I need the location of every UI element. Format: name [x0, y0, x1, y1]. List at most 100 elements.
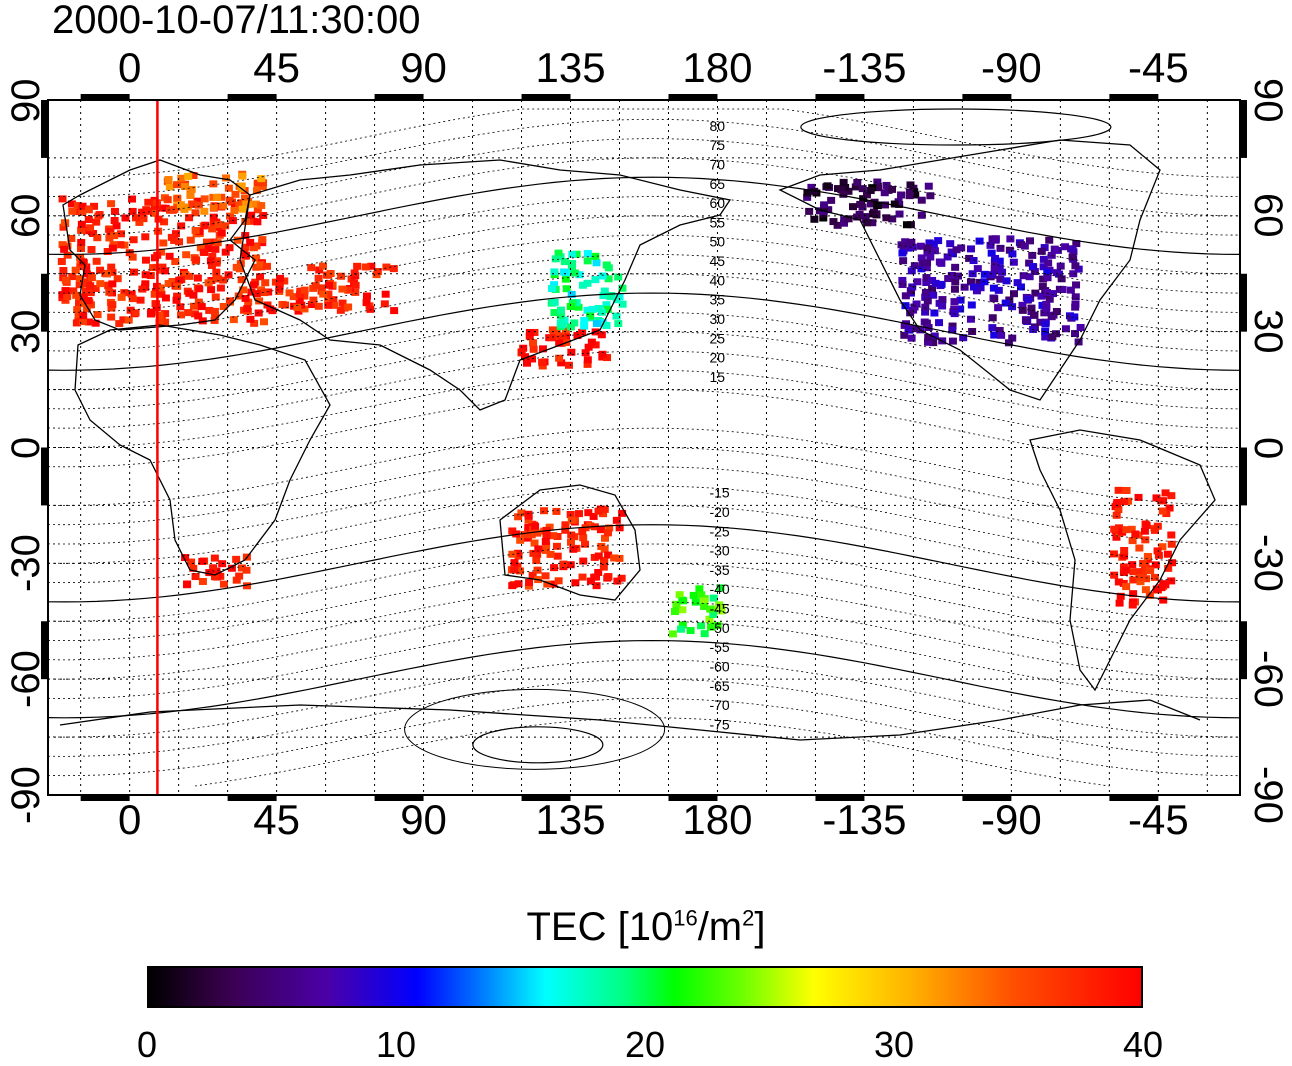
tec-pixel-south-africa [191, 573, 200, 581]
tec-pixel-east-asia-south [581, 349, 590, 357]
tec-pixel-alaska-canada [868, 219, 877, 227]
tec-pixel-south-africa [237, 564, 246, 572]
tec-pixel-north-america [988, 271, 997, 279]
tec-pixel-north-america [904, 326, 913, 334]
tec-pixel-europe [184, 309, 193, 317]
tec-pixel-europe [185, 289, 194, 297]
tec-pixel-north-america [937, 259, 946, 267]
axis-tick-label: -135 [822, 796, 907, 843]
tec-pixel-new-zealand [679, 597, 688, 605]
tec-pixel-australia-west [599, 510, 608, 518]
tec-pixel-middle-east [276, 274, 285, 282]
tec-pixel-europe [185, 214, 194, 222]
tec-pixel-south-africa [209, 564, 218, 572]
tec-pixel-europe [161, 318, 170, 326]
tec-pixel-east-asia-south [538, 358, 547, 366]
tec-pixel-europe [106, 228, 115, 236]
tec-pixel-europe [108, 280, 117, 288]
tec-pixel-japan [570, 269, 579, 277]
tec-pixel-europe [103, 248, 112, 256]
frame-bar-top [1109, 94, 1159, 100]
tec-pixel-north-america [990, 258, 999, 266]
tec-pixel-east-asia-south [561, 326, 570, 334]
tec-pixel-alaska-canada [882, 181, 891, 189]
tec-pixel-australia-west [615, 554, 624, 562]
tec-pixel-australia-west [514, 513, 523, 521]
tec-pixel-japan [591, 276, 600, 284]
tec-pixel-australia-west [601, 534, 610, 542]
tec-pixel-europe [58, 241, 67, 249]
tec-pixel-europe [253, 206, 262, 214]
tec-pixel-south-africa [232, 555, 241, 563]
tec-pixel-north-america [1037, 292, 1046, 300]
tec-pixel-scandinavia [180, 205, 189, 213]
tec-pixel-north-america [1042, 300, 1051, 308]
axis-tick-label: 45 [253, 796, 300, 843]
tec-pixel-europe [86, 301, 95, 309]
tec-pixel-north-america [1024, 295, 1033, 303]
tec-pixel-japan [550, 309, 559, 317]
tec-pixel-australia-west [552, 507, 561, 515]
tec-pixel-south-america [1167, 492, 1176, 500]
contour-line [47, 369, 1241, 448]
tec-pixel-scandinavia [209, 204, 218, 212]
tec-pixel-north-america [910, 262, 919, 270]
tec-pixel-new-zealand [689, 591, 698, 599]
tec-pixel-europe [128, 295, 137, 303]
tec-pixel-australia-west [594, 552, 603, 560]
tec-pixel-middle-east [275, 279, 284, 287]
tec-pixel-north-america [910, 303, 919, 311]
tec-pixel-middle-east [293, 303, 302, 311]
frame-bar-bottom [521, 795, 571, 801]
tec-pixel-europe [96, 280, 105, 288]
tec-pixel-alaska-canada [866, 187, 875, 195]
tec-pixel-europe [112, 222, 121, 230]
tec-pixel-north-america [929, 339, 938, 347]
tec-pixel-scandinavia [200, 207, 209, 215]
tec-pixel-alaska-canada [833, 221, 842, 229]
axis-tick-label: -90 [1246, 766, 1290, 824]
tec-pixel-japan [588, 305, 597, 313]
tec-pixel-south-america [1154, 551, 1163, 559]
colorbar-tick-label: 0 [136, 1024, 158, 1065]
tec-pixel-middle-east [295, 296, 304, 304]
tec-pixel-north-america [1036, 318, 1045, 326]
tec-pixel-scandinavia [180, 183, 189, 191]
contour-line [47, 504, 1241, 584]
tec-pixel-europe [197, 303, 206, 311]
contour-line [47, 427, 1241, 506]
tec-pixel-europe [77, 238, 86, 246]
tec-pixel-new-zealand [707, 623, 716, 631]
tec-pixel-north-america [1043, 274, 1052, 282]
tec-pixel-australia-west [524, 512, 533, 520]
tec-pixel-north-america [1040, 244, 1049, 252]
tec-pixel-north-america [1056, 262, 1065, 270]
tec-pixel-europe [82, 305, 91, 313]
tec-pixel-south-america [1110, 571, 1119, 579]
tec-pixel-north-america [956, 296, 965, 304]
tec-pixel-north-america [898, 276, 907, 284]
tec-pixel-europe [141, 271, 150, 279]
tec-pixel-australia-west [532, 557, 541, 565]
tec-pixel-south-america [1136, 578, 1145, 586]
tec-pixel-south-america [1120, 546, 1129, 554]
tec-pixel-north-america [1061, 325, 1070, 333]
tec-pixel-east-asia-south [557, 332, 566, 340]
tec-pixel-new-zealand [713, 621, 722, 629]
tec-pixel-australia-west [554, 577, 563, 585]
coast-north-america [778, 139, 1161, 401]
contour-line [47, 678, 1241, 757]
tec-pixel-europe [67, 200, 76, 208]
tec-pixel-europe [249, 244, 258, 252]
tec-pixel-europe [160, 218, 169, 226]
tec-pixel-scandinavia [257, 175, 266, 183]
contour-line [47, 292, 1241, 371]
tec-pixel-europe [176, 303, 185, 311]
tec-pixel-middle-east [261, 279, 270, 287]
colorbar-tick-label: 20 [624, 1024, 666, 1065]
colorbar-tick-label: 40 [1122, 1024, 1164, 1065]
tec-pixel-europe [129, 236, 138, 244]
tec-pixel-south-america [1120, 552, 1129, 560]
tec-pixel-north-america [965, 254, 974, 262]
frame-bar-right [1240, 273, 1247, 332]
